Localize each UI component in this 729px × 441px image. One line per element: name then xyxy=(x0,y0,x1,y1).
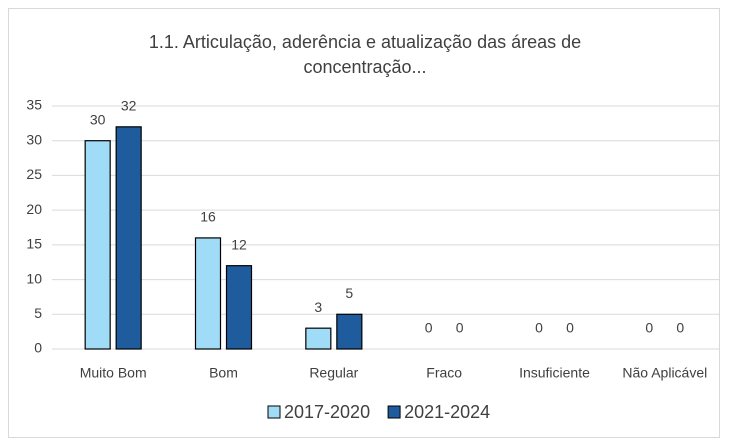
data-label: 0 xyxy=(456,320,464,336)
data-label: 0 xyxy=(676,320,684,336)
legend-label: 2021-2024 xyxy=(404,402,490,422)
bar xyxy=(84,140,111,350)
y-tick-label: 25 xyxy=(26,166,42,182)
bar xyxy=(336,313,363,350)
legend-swatch xyxy=(387,405,401,419)
y-tick-label: 15 xyxy=(26,236,42,252)
x-tick-label: Insuficiente xyxy=(519,365,590,381)
legend-label: 2017-2020 xyxy=(284,402,370,422)
data-label: 0 xyxy=(535,320,543,336)
data-label: 0 xyxy=(645,320,653,336)
bar xyxy=(305,327,332,350)
y-tick-label: 20 xyxy=(26,201,42,217)
chart-title: 1.1. Articulação, aderência e atualizaçã… xyxy=(148,32,582,77)
x-tick-label: Fraco xyxy=(426,365,462,381)
data-label: 0 xyxy=(425,320,433,336)
x-tick-label: Não Aplicável xyxy=(622,365,707,381)
x-tick-label: Muito Bom xyxy=(80,365,147,381)
data-label: 30 xyxy=(90,111,106,127)
bar xyxy=(194,237,222,350)
data-label: 3 xyxy=(314,299,322,315)
y-tick-label: 0 xyxy=(34,340,42,356)
x-tick-label: Bom xyxy=(209,365,238,381)
y-tick-label: 35 xyxy=(26,97,42,113)
bar xyxy=(225,265,253,350)
y-tick-label: 30 xyxy=(26,131,42,147)
data-label: 32 xyxy=(121,98,137,114)
data-label: 0 xyxy=(566,320,574,336)
legend-swatch xyxy=(267,405,281,419)
data-label: 12 xyxy=(231,236,247,252)
y-tick-label: 5 xyxy=(34,305,42,321)
y-tick-label: 10 xyxy=(26,270,42,286)
x-tick-label: Regular xyxy=(309,365,358,381)
bar xyxy=(115,126,142,350)
data-label: 5 xyxy=(345,285,353,301)
data-label: 16 xyxy=(200,209,216,225)
chart-frame xyxy=(8,8,720,438)
